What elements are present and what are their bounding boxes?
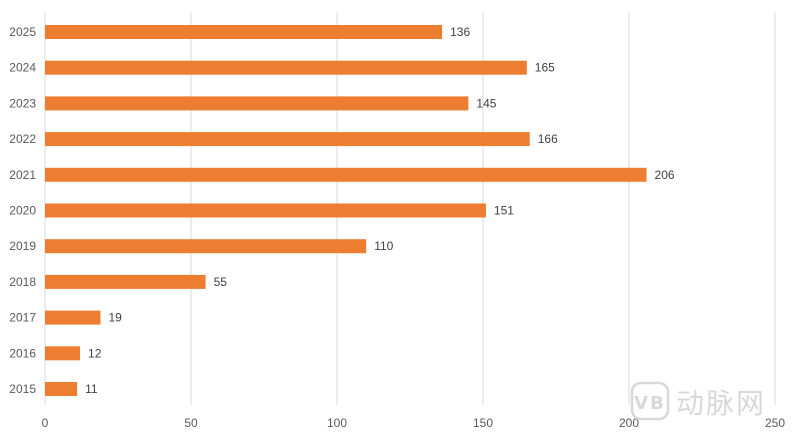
data-label: 145 [476,96,496,110]
bar-2018 [45,274,206,289]
bar-2015 [45,382,78,396]
category-label: 2018 [9,275,36,289]
bar-2025 [45,25,443,39]
data-label: 165 [535,61,555,75]
bars [45,25,647,396]
data-label: 136 [450,25,470,39]
bar-2017 [45,310,101,325]
category-label: 2015 [9,382,36,396]
x-tick-label: 100 [327,416,347,430]
data-labels: 136 165 145 166 206 151 110 55 19 12 11 [85,25,675,396]
category-label: 2024 [9,61,36,75]
data-label: 55 [214,275,228,289]
bar-2023 [45,96,469,111]
category-labels: 2025 2024 2023 2022 2021 2020 2019 2018 2017 2016… [9,25,36,396]
x-tick-label: 250 [765,416,785,430]
x-tick-label: 50 [184,416,198,430]
data-label: 151 [494,204,514,218]
bar-2016 [45,346,81,361]
bar-2021 [45,167,647,182]
data-label: 110 [374,239,393,253]
category-label: 2025 [9,25,36,39]
watermark: VB 动脉网 [630,381,766,421]
watermark-logo-icon [630,381,670,421]
category-label: 2016 [9,346,36,360]
watermark-text: 动脉网 [676,387,766,420]
data-label: 166 [538,132,558,146]
x-axis-tick-labels: 0 50 100 150 200 250 [42,416,786,430]
data-label: 206 [655,168,675,182]
category-label: 2020 [9,204,36,218]
bar-2020 [45,203,486,218]
x-tick-label: 150 [473,416,493,430]
category-label: 2022 [9,132,36,146]
x-tick-label: 200 [619,416,639,430]
category-label: 2019 [9,239,36,253]
data-label: 12 [88,346,102,360]
category-label: 2017 [9,311,36,325]
category-label: 2023 [9,96,36,110]
watermark-logo-mark: VB [634,393,666,414]
bar-2019 [45,239,367,254]
bar-2024 [45,60,527,75]
x-tick-label: 0 [42,416,49,430]
category-label: 2021 [9,168,36,182]
data-label: 19 [108,311,122,325]
bar-2022 [45,132,530,147]
data-label: 11 [85,382,98,396]
